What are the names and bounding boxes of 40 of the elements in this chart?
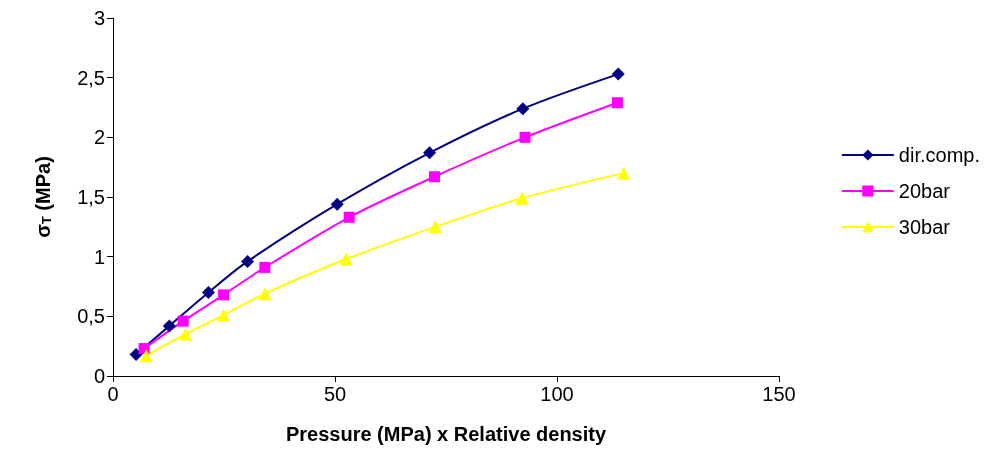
x-axis-title: Pressure (MPa) x Relative density (285, 423, 607, 445)
point (218, 289, 230, 301)
point (129, 348, 143, 362)
point (423, 146, 437, 160)
x-tick-label: 0 (107, 383, 119, 405)
point (617, 166, 631, 180)
point (217, 308, 231, 322)
point (611, 97, 623, 109)
legend-label: 20bar (898, 180, 951, 202)
point (258, 287, 272, 301)
point (259, 261, 271, 273)
y-tick-label: 1 (93, 245, 105, 268)
point (201, 285, 215, 299)
point (330, 197, 344, 211)
point (139, 349, 153, 363)
point (178, 327, 192, 341)
y-axis-title: σT (MPa) (31, 156, 54, 238)
y-tick-label: 0 (93, 365, 105, 387)
point (162, 319, 176, 333)
point (339, 252, 353, 266)
y-tick-label: 2 (93, 126, 105, 149)
y-tick-label: 2,5 (77, 66, 105, 89)
point (343, 211, 355, 223)
point (241, 254, 255, 268)
y-tick-label: 3 (93, 7, 105, 29)
point (516, 102, 530, 116)
point (428, 220, 442, 234)
y-tick-label: 1,5 (77, 186, 105, 208)
x-tick-label: 150 (762, 383, 796, 405)
point (611, 67, 625, 81)
y-tick-label: 0,5 (77, 305, 105, 328)
legend-label: dir.comp. (898, 144, 981, 166)
point (519, 131, 531, 143)
point (428, 171, 440, 183)
point (138, 343, 150, 355)
legend-label: 30bar (898, 216, 951, 238)
point (515, 191, 529, 205)
x-tick-label: 100 (540, 383, 574, 405)
x-tick-label: 50 (323, 383, 347, 405)
point (177, 315, 189, 327)
